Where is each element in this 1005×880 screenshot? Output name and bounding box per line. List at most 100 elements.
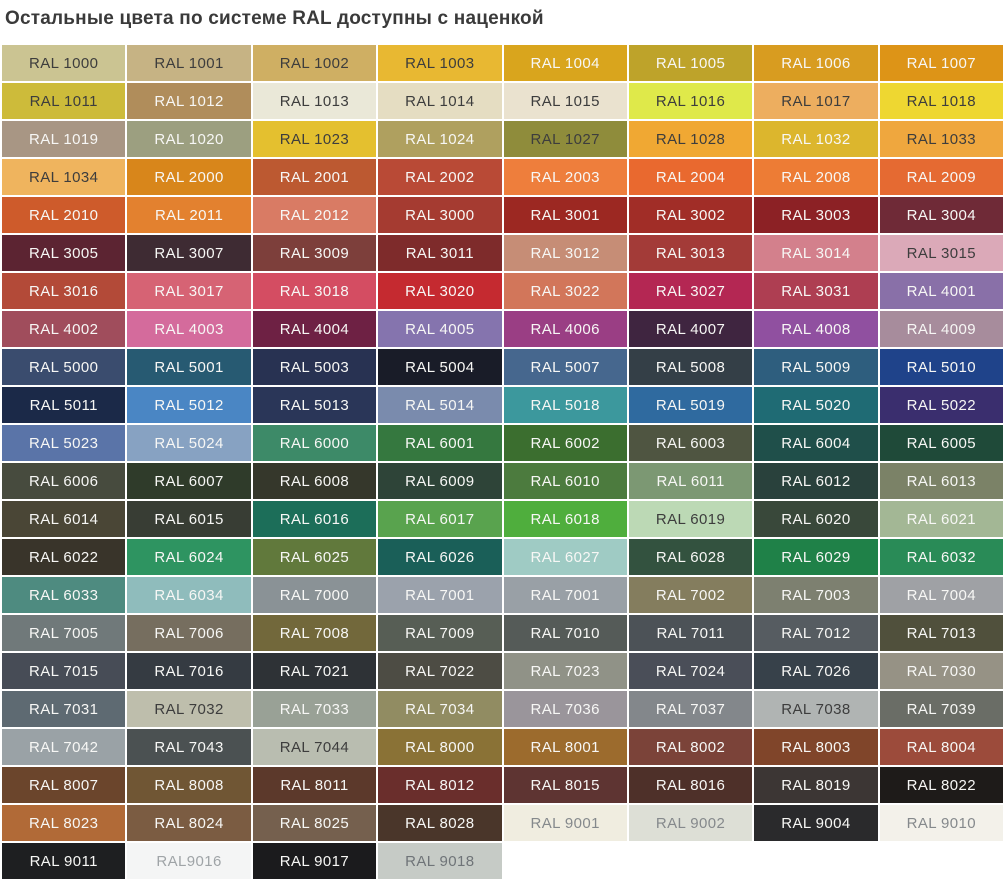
ral-swatch-ral-3031: RAL 3031	[754, 273, 878, 309]
ral-swatch-ral-5001: RAL 5001	[127, 349, 251, 385]
ral-swatch-ral-3000: RAL 3000	[378, 197, 502, 233]
ral-swatch-ral-7010: RAL 7010	[503, 615, 627, 651]
ral-swatch-ral-5014: RAL 5014	[378, 387, 502, 423]
ral-swatch-ral-3003: RAL 3003	[754, 197, 878, 233]
ral-swatch-ral-2009: RAL 2009	[879, 159, 1003, 195]
ral-swatch-ral-1023: RAL 1023	[252, 121, 377, 157]
ral-swatch-ral-1020: RAL 1020	[127, 121, 251, 157]
ral-swatch-ral-8001: RAL 8001	[503, 729, 627, 765]
ral-swatch-ral-1019: RAL 1019	[2, 121, 126, 157]
ral-swatch-ral-6024: RAL 6024	[127, 539, 251, 575]
ral-swatch-ral-6026: RAL 6026	[378, 539, 502, 575]
ral-swatch-ral-1011: RAL 1011	[2, 83, 126, 119]
ral-swatch-ral-7001: RAL 7001	[503, 577, 627, 613]
ral-swatch-ral-7024: RAL 7024	[628, 653, 753, 689]
ral-swatch-ral-4009: RAL 4009	[879, 311, 1003, 347]
ral-swatch-ral-4006: RAL 4006	[503, 311, 627, 347]
ral-swatch-ral-7009: RAL 7009	[378, 615, 502, 651]
ral-swatch-ral-1016: RAL 1016	[628, 83, 753, 119]
ral-swatch-ral-3012: RAL 3012	[503, 235, 627, 271]
ral-swatch-ral-7005: RAL 7005	[2, 615, 126, 651]
ral-swatch-ral-6021: RAL 6021	[879, 501, 1003, 537]
ral-swatch-ral-6000: RAL 6000	[252, 425, 377, 461]
ral-swatch-ral-8007: RAL 8007	[2, 767, 126, 803]
ral-swatch-ral-3007: RAL 3007	[127, 235, 251, 271]
ral-swatch-ral-7030: RAL 7030	[879, 653, 1003, 689]
ral-swatch-ral-3011: RAL 3011	[378, 235, 502, 271]
ral-swatch-ral-5024: RAL 5024	[127, 425, 251, 461]
ral-swatch-ral-6017: RAL 6017	[378, 501, 502, 537]
ral-swatch-ral-8011: RAL 8011	[252, 767, 377, 803]
ral-swatch-ral-2002: RAL 2002	[378, 159, 502, 195]
ral-swatch-ral-7036: RAL 7036	[503, 691, 627, 727]
ral-swatch-ral-3018: RAL 3018	[252, 273, 377, 309]
ral-swatch-ral-7034: RAL 7034	[378, 691, 502, 727]
ral-swatch-ral-8024: RAL 8024	[127, 805, 251, 841]
ral-swatch-ral-6004: RAL 6004	[754, 425, 878, 461]
ral-swatch-ral-7039: RAL 7039	[879, 691, 1003, 727]
ral-swatch-ral-9018: RAL 9018	[378, 843, 502, 879]
ral-swatch-ral-5013: RAL 5013	[252, 387, 377, 423]
ral-swatch-ral-5008: RAL 5008	[628, 349, 753, 385]
ral-swatch-ral-8025: RAL 8025	[252, 805, 377, 841]
ral-swatch-ral-4005: RAL 4005	[378, 311, 502, 347]
ral-swatch-ral-3004: RAL 3004	[879, 197, 1003, 233]
ral-swatch-ral-3015: RAL 3015	[879, 235, 1003, 271]
ral-swatch-ral-4004: RAL 4004	[252, 311, 377, 347]
ral-swatch-ral-7011: RAL 7011	[628, 615, 753, 651]
ral-swatch-ral-1017: RAL 1017	[754, 83, 878, 119]
ral-swatch-ral-7022: RAL 7022	[378, 653, 502, 689]
ral-swatch-ral-6009: RAL 6009	[378, 463, 502, 499]
ral-swatch-ral-5007: RAL 5007	[503, 349, 627, 385]
ral-swatch-ral-1000: RAL 1000	[2, 45, 126, 81]
ral-swatch-ral-6020: RAL 6020	[754, 501, 878, 537]
ral-swatch-ral-6002: RAL 6002	[503, 425, 627, 461]
ral-swatch-ral9016: RAL9016	[127, 843, 251, 879]
ral-swatch-ral-7001: RAL 7001	[378, 577, 502, 613]
ral-swatch-ral-9004: RAL 9004	[754, 805, 878, 841]
ral-swatch-ral-3014: RAL 3014	[754, 235, 878, 271]
ral-swatch-ral-7003: RAL 7003	[754, 577, 878, 613]
ral-swatch-ral-7042: RAL 7042	[2, 729, 126, 765]
ral-swatch-ral-3009: RAL 3009	[252, 235, 377, 271]
ral-swatch-ral-5018: RAL 5018	[503, 387, 627, 423]
ral-swatch-ral-1001: RAL 1001	[127, 45, 251, 81]
ral-swatch-ral-5009: RAL 5009	[754, 349, 878, 385]
ral-swatch-ral-3013: RAL 3013	[628, 235, 753, 271]
ral-swatch-ral-3005: RAL 3005	[2, 235, 126, 271]
ral-swatch-ral-7013: RAL 7013	[879, 615, 1003, 651]
ral-swatch-ral-7012: RAL 7012	[754, 615, 878, 651]
ral-swatch-ral-8015: RAL 8015	[503, 767, 627, 803]
ral-swatch-ral-6029: RAL 6029	[754, 539, 878, 575]
ral-swatch-ral-5004: RAL 5004	[378, 349, 502, 385]
ral-swatch-ral-5012: RAL 5012	[127, 387, 251, 423]
ral-swatch-ral-6033: RAL 6033	[2, 577, 126, 613]
ral-swatch-ral-1007: RAL 1007	[879, 45, 1003, 81]
ral-swatch-ral-7000: RAL 7000	[252, 577, 377, 613]
ral-swatch-ral-6019: RAL 6019	[628, 501, 753, 537]
ral-swatch-ral-8003: RAL 8003	[754, 729, 878, 765]
ral-color-grid: RAL 1000 RAL 1001 RAL 1002 RAL 1003 RAL 1004…	[2, 45, 1003, 879]
ral-swatch-ral-8016: RAL 8016	[628, 767, 753, 803]
ral-swatch-ral-8004: RAL 8004	[879, 729, 1003, 765]
ral-swatch-ral-9002: RAL 9002	[628, 805, 753, 841]
ral-swatch-ral-8028: RAL 8028	[378, 805, 502, 841]
ral-swatch-ral-1002: RAL 1002	[252, 45, 377, 81]
ral-swatch-ral-7032: RAL 7032	[127, 691, 251, 727]
ral-swatch-ral-2001: RAL 2001	[252, 159, 377, 195]
ral-swatch-ral-6022: RAL 6022	[2, 539, 126, 575]
ral-swatch-ral-8019: RAL 8019	[754, 767, 878, 803]
ral-swatch-ral-1033: RAL 1033	[879, 121, 1003, 157]
ral-swatch-ral-2004: RAL 2004	[628, 159, 753, 195]
ral-swatch-ral-8002: RAL 8002	[628, 729, 753, 765]
ral-swatch-ral-1004: RAL 1004	[503, 45, 627, 81]
ral-swatch-ral-3002: RAL 3002	[628, 197, 753, 233]
ral-swatch-ral-7016: RAL 7016	[127, 653, 251, 689]
ral-swatch-ral-3020: RAL 3020	[378, 273, 502, 309]
ral-swatch-ral-6034: RAL 6034	[127, 577, 251, 613]
ral-swatch-ral-8008: RAL 8008	[127, 767, 251, 803]
ral-swatch-ral-5019: RAL 5019	[628, 387, 753, 423]
ral-swatch-ral-7033: RAL 7033	[252, 691, 377, 727]
ral-swatch-ral-7015: RAL 7015	[2, 653, 126, 689]
ral-swatch-ral-6014: RAL 6014	[2, 501, 126, 537]
